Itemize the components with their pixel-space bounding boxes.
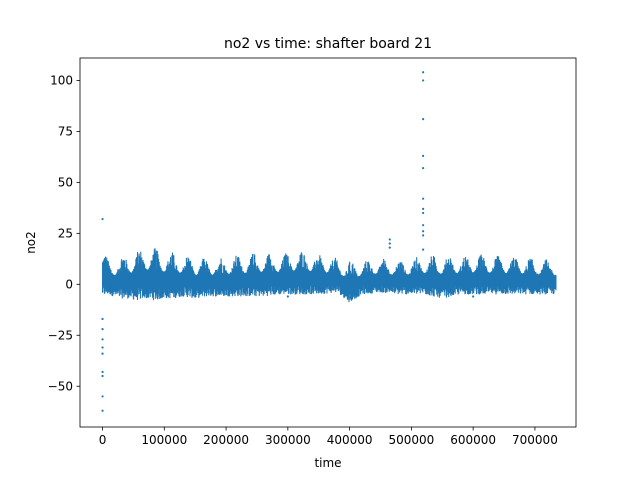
- scatter-point: [101, 352, 104, 355]
- scatter-point: [101, 395, 104, 398]
- chart-title: no2 vs time: shafter board 21: [224, 36, 432, 52]
- x-tick-label: 400000: [327, 433, 373, 447]
- scatter-point: [422, 211, 425, 215]
- scatter-point: [101, 317, 104, 321]
- y-axis-label: no2: [24, 231, 38, 254]
- x-tick-label: 0: [99, 433, 107, 447]
- scatter-point: [422, 79, 425, 82]
- scatter-band-column: [555, 275, 557, 291]
- scatter-band-column: [384, 260, 386, 286]
- scatter-point: [422, 197, 425, 200]
- scatter-point: [422, 154, 425, 157]
- x-tick-label: 600000: [450, 433, 496, 447]
- plot-frame: [79, 57, 577, 428]
- y-tick-label: 50: [58, 176, 73, 190]
- scatter-point: [348, 297, 351, 300]
- y-tick-label: −25: [48, 329, 73, 343]
- scatter-point: [422, 207, 425, 210]
- x-tick-label: 100000: [141, 433, 187, 447]
- scatter-point: [101, 374, 104, 378]
- x-tick-label: 700000: [512, 433, 558, 447]
- scatter-point: [422, 166, 425, 170]
- y-tick-label: 100: [50, 74, 73, 88]
- scatter-point: [422, 248, 425, 251]
- plot-area-background: [80, 58, 576, 427]
- x-axis-label: time: [314, 456, 341, 470]
- scatter-point: [388, 246, 391, 249]
- scatter-point: [101, 338, 104, 341]
- scatter-band-column: [480, 254, 482, 285]
- y-tick-label: 75: [58, 125, 73, 139]
- x-tick-label: 300000: [265, 433, 311, 447]
- scatter-point: [101, 328, 104, 331]
- y-tick-label: 25: [58, 227, 73, 241]
- x-tick-label: 200000: [203, 433, 249, 447]
- scatter-point: [422, 118, 425, 121]
- scatter-band-column: [512, 257, 515, 286]
- scatter-point: [422, 224, 425, 227]
- y-tick-label: −50: [48, 380, 73, 394]
- scatter-point: [286, 295, 289, 298]
- scatter-point: [388, 238, 391, 241]
- scatter-point: [101, 346, 104, 349]
- scatter-point: [101, 217, 104, 221]
- scatter-point: [422, 71, 425, 74]
- x-tick-label: 500000: [388, 433, 434, 447]
- y-axis-ticks: −50 −25 0 25 50 75 100: [48, 74, 80, 394]
- scatter-point: [422, 234, 425, 237]
- scatter-point: [101, 370, 104, 374]
- scatter-point: [194, 295, 197, 298]
- scatter-point: [422, 230, 425, 233]
- scatter-point: [388, 242, 391, 245]
- x-axis-ticks: 0 100000 200000 300000 400000 500000 600000 700…: [99, 427, 558, 447]
- scatter-point: [472, 295, 475, 298]
- y-tick-label: 0: [65, 278, 73, 292]
- scatter-points: [101, 71, 557, 412]
- scatter-point: [101, 409, 104, 412]
